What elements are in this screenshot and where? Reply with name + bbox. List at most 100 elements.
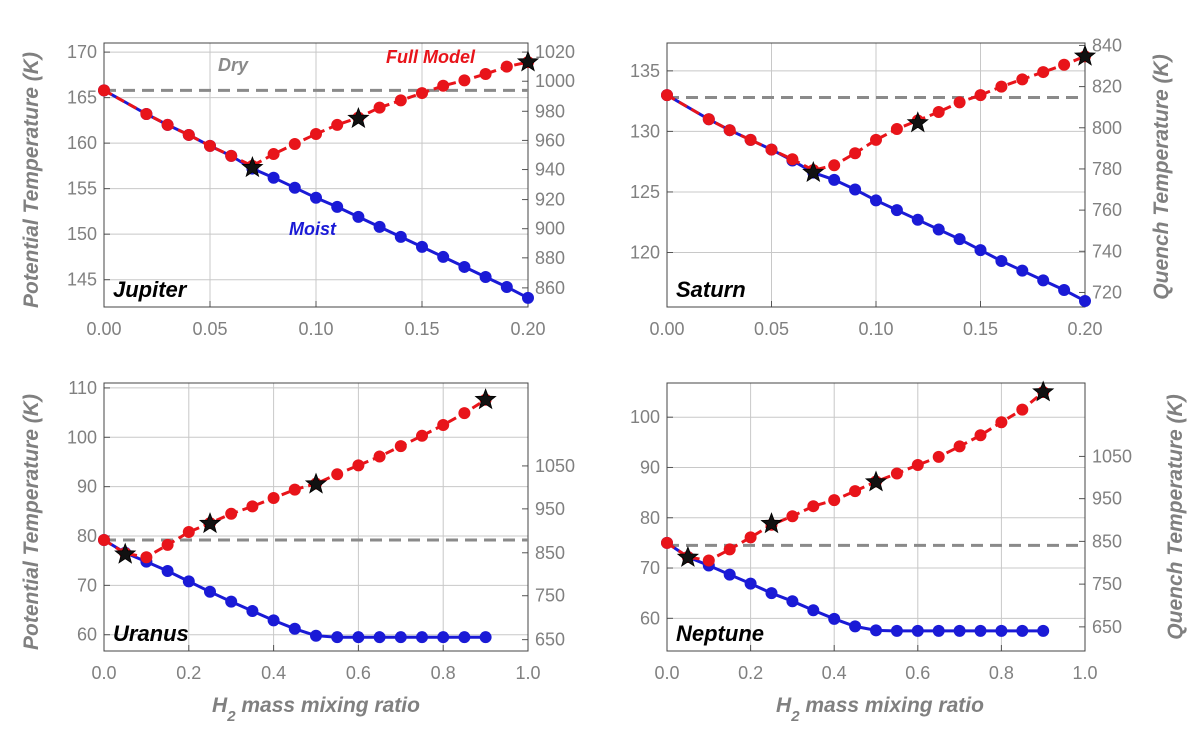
right-tick-label: 980 [535,101,565,121]
ylabel-left-top: Potential Temperature (K) [20,52,43,308]
full-model-point [161,118,174,131]
moist-point [458,260,471,273]
x-tick-label: 0.20 [1067,319,1102,339]
panel-neptune: 0.0 0.2 0.4 0.6 0.8 1.0 60 70 80 90 100 650 750 850 95… [630,380,1132,683]
right-tick-label: 1050 [535,456,575,476]
full-model-point [140,108,153,121]
moist-point [1037,624,1050,637]
moist-point [225,595,238,608]
full-model-point [932,450,945,463]
full-model-point [828,494,841,507]
moist-point [458,631,471,644]
full-model-point [458,74,471,87]
moist-point [828,173,841,186]
moist-point [953,233,966,246]
plot-frame [103,382,529,652]
moist-point [204,585,216,598]
moist-point [288,181,301,194]
moist-point [807,604,820,617]
x-tick-label: 0.6 [905,663,930,683]
full-model-point [744,133,757,146]
x-tick-label: 0.2 [176,663,201,683]
full-model-point [974,429,987,442]
full-model-point [890,467,903,480]
full-model-point [849,485,862,498]
moist-point [849,620,862,633]
full-model-point [1058,58,1071,71]
moist-point [953,624,966,637]
star-marker [906,111,929,133]
y-tick-label: 90 [640,457,660,477]
y-tick-label: 80 [77,526,97,546]
moist-point [870,194,882,207]
moist-point [352,210,365,223]
full-model-point [246,500,259,513]
right-tick-label: 960 [535,130,565,150]
star-marker [304,472,328,494]
star-marker [864,470,888,492]
panel-uranus: 0.0 0.2 0.4 0.6 0.8 1.0 60 70 80 90 100 110 650 750 85… [67,378,575,683]
xlabel-left: H2 mass mixing ratio [212,694,420,725]
full-model-point [995,80,1008,93]
full-model-point [161,538,174,551]
moist-point [911,213,924,226]
moist-point [182,575,195,588]
right-tick-label: 720 [1092,282,1122,302]
right-tick-label: 1050 [1092,446,1132,466]
moist-point [437,250,450,263]
right-tick-label: 1020 [535,42,575,62]
y-tick-label: 155 [67,179,97,199]
full-model-point [786,153,799,166]
full-model-point [98,533,110,546]
right-tick-label: 950 [1092,489,1122,509]
moist-point [995,254,1008,267]
full-model-point [765,143,778,156]
full-model-point [225,507,238,520]
y-tick-label: 125 [630,182,660,202]
x-tick-label: 0.15 [404,319,439,339]
full-model-point [267,148,280,161]
x-tick-label: 0.10 [858,319,893,339]
full-model-label: Full Model [386,47,476,67]
full-model-point [352,459,365,472]
star-marker [760,512,783,534]
ylabel-right-bottom: Quench Temperature (K) [1164,394,1187,639]
moist-point [416,631,428,644]
star-marker [198,512,222,534]
full-model-point [140,551,153,564]
moist-line [666,541,1044,633]
right-tick-label: 750 [535,586,565,606]
moist-point [373,220,386,233]
full-model-point [932,106,945,119]
right-tick-label: 950 [535,499,565,519]
right-tick-label: 920 [535,190,565,210]
full-model-point [953,440,966,453]
moist-point [1037,274,1050,287]
moist-point [890,624,903,637]
full-model-point [702,113,715,126]
y-tick-label: 120 [630,243,660,263]
y-tick-label: 145 [67,270,97,290]
full-model-point [911,458,924,471]
full-model-point [953,96,966,109]
panel-saturn: 0.00 0.05 0.10 0.15 0.20 120 125 130 135 720 740 76… [630,35,1122,339]
full-model-point [974,89,987,102]
full-model-point [1037,66,1050,79]
y-tick-label: 90 [77,477,97,497]
right-tick-label: 800 [1092,118,1122,138]
moist-point [1058,284,1071,297]
moist-point [911,624,924,637]
moist-point [479,631,492,644]
full-model-point [416,429,428,442]
planet-title: Jupiter [113,277,188,302]
y-tick-label: 110 [68,378,97,398]
ylabel-right-top: Quench Temperature (K) [1150,54,1173,299]
moist-point [1016,264,1029,277]
full-model-point [744,531,757,544]
moist-point [500,280,513,293]
star-marker [676,545,699,567]
plot-frame [103,42,529,308]
moist-point [331,631,344,644]
moist-point [932,223,945,236]
